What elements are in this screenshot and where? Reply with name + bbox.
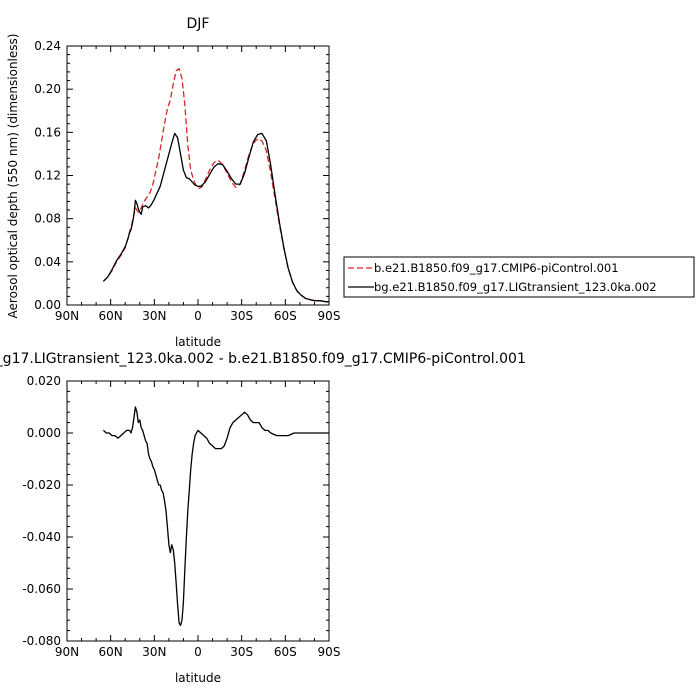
legend-label-picontrol: b.e21.B1850.f09_g17.CMIP6-piControl.001 <box>374 261 619 275</box>
y-tick-label: -0.040 <box>22 530 61 544</box>
x-tick-label: 90S <box>318 309 341 323</box>
aod-panel: DJF Aerosol optical depth (550 nm) (dime… <box>6 16 695 349</box>
panel-title: bg.e21.B1850.f09_g17.LIGtransient_123.0k… <box>0 351 526 367</box>
y-tick-label: 0.08 <box>34 212 61 226</box>
legend: b.e21.B1850.f09_g17.CMIP6-piControl.001 … <box>343 256 695 298</box>
x-tick-label: 0 <box>194 309 202 323</box>
series-line-1 <box>102 132 329 303</box>
x-tick-label: 0 <box>194 645 202 659</box>
x-tick-label: 30N <box>142 645 166 659</box>
panel-title: DJF <box>187 16 210 32</box>
plot-frame <box>66 380 330 642</box>
y-tick-label: 0.20 <box>34 82 61 96</box>
y-tick-label: 0.12 <box>34 169 61 183</box>
x-tick-label: 90N <box>55 309 79 323</box>
y-axis-label: Aerosol optical depth (550 nm) (dimensio… <box>6 34 20 319</box>
x-tick-label: 30S <box>230 309 253 323</box>
x-tick-label: 60S <box>274 645 297 659</box>
x-tick-label: 60N <box>99 645 123 659</box>
series-line-0 <box>102 406 329 627</box>
legend-box <box>343 256 695 298</box>
y-tick-label: 0.000 <box>27 426 61 440</box>
y-tick-label: 0.16 <box>34 125 61 139</box>
x-tick-label: 90N <box>55 645 79 659</box>
x-tick-label: 30S <box>230 645 253 659</box>
x-axis-label: latitude <box>175 335 221 349</box>
y-tick-label: 0.020 <box>27 374 61 388</box>
series-line-0 <box>102 68 329 303</box>
plot-frame <box>66 45 330 306</box>
x-tick-label: 30N <box>142 309 166 323</box>
y-tick-label: 0.24 <box>34 39 61 53</box>
y-tick-label: -0.080 <box>22 634 61 648</box>
y-tick-label: 0.04 <box>34 255 61 269</box>
y-tick-label: -0.020 <box>22 478 61 492</box>
difference-panel: bg.e21.B1850.f09_g17.LIGtransient_123.0k… <box>0 351 526 685</box>
x-tick-label: 60N <box>99 309 123 323</box>
y-tick-label: -0.060 <box>22 582 61 596</box>
y-tick-label: 0.00 <box>34 298 61 312</box>
legend-label-ligtransient: bg.e21.B1850.f09_g17.LIGtransient_123.0k… <box>374 280 657 294</box>
x-tick-label: 90S <box>318 645 341 659</box>
x-axis-label: latitude <box>175 671 221 685</box>
x-tick-label: 60S <box>274 309 297 323</box>
